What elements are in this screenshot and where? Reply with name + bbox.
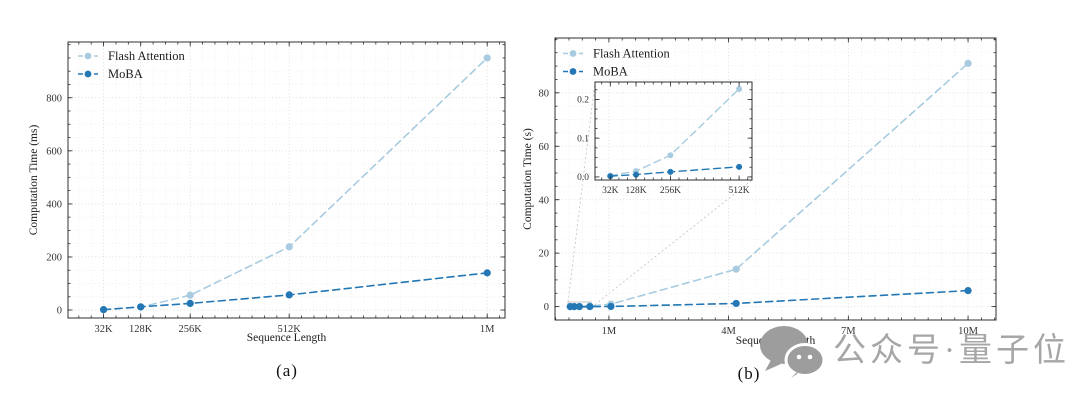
chart-b: 1M 4M 7M 10M 0 20 40 60 80 Sequence Length Computa…: [522, 37, 997, 347]
chart-b-inset-xtick-label: 32K: [602, 186, 619, 196]
chart-b-spines: [554, 37, 997, 321]
chart-a-ytick-label: 0: [57, 306, 62, 317]
chart-b-series-moba-point: [607, 302, 615, 311]
chart-b-inset: 32K 128K 256K 512K 0.0 0.1 0.2: [577, 81, 753, 196]
chart-a-xtick-label: 512K: [278, 324, 302, 335]
chart-a-ytick-label: 200: [46, 253, 62, 264]
chart-a-series-moba-point: [99, 306, 108, 314]
chart-a-series-flash-attention-line: [102, 57, 489, 311]
chart-b-inset-ytick-label: 0.1: [577, 134, 589, 144]
chart-b-xlabel: Sequence Length: [736, 335, 816, 347]
chart-b-grid: [555, 38, 996, 321]
chart-b-inset-xtick-label: 512K: [729, 186, 750, 196]
chart-a-ticks: [68, 42, 505, 318]
chart-a-legend-label-moba: MoBA: [108, 67, 143, 81]
caption-a: (a): [276, 361, 298, 380]
chart-b-inset-series-moba-line: [609, 166, 740, 177]
chart-a-series-moba-line: [102, 272, 489, 311]
chart-a-series-moba-point: [137, 303, 145, 311]
zoom-connector-line: [567, 81, 596, 303]
chart-a-ytick-label: 600: [46, 146, 62, 157]
chart-b-ytick-label: 60: [539, 142, 550, 153]
chart-b-ticks: [555, 38, 996, 321]
chart-a-series-flash-attention-point: [285, 243, 293, 251]
chart-a-series-flash-attention-point: [483, 54, 491, 62]
chart-b-series-flash-attention-point: [732, 265, 740, 273]
chart-b-xtick-label: 10M: [958, 326, 979, 337]
chart-a-grid: [68, 42, 505, 318]
chart-b-ylabel: Computation Time (s): [522, 128, 534, 230]
chart-b-legend-label-flash-attention: Flash Attention: [593, 47, 670, 61]
chart-b-xtick-label: 1M: [602, 326, 617, 337]
chart-a-spines: [67, 41, 506, 319]
chart-b-legend-marker-flash-attention: [569, 50, 577, 57]
chart-a-xtick-label: 256K: [179, 324, 203, 335]
chart-b-inset-series-flash-attention-point: [667, 152, 674, 159]
chart-b-inset-ytick-label: 0.0: [577, 173, 589, 183]
chart-b-legend-marker-moba: [569, 68, 577, 75]
chart-a-legend-marker-moba: [84, 70, 92, 78]
chart-a-ytick-label: 800: [46, 93, 62, 104]
chart-b-xtick-label: 7M: [841, 326, 856, 337]
chart-b-series-moba-point: [570, 303, 578, 311]
chart-b-series-flash-attention-point: [964, 59, 972, 67]
chart-b-series-moba-point: [732, 299, 740, 308]
chart-b-inset-xtick-label: 256K: [660, 186, 681, 196]
chart-a-legend-label-flash-attention: Flash Attention: [108, 49, 185, 63]
chart-b-inset-ytick-label: 0.2: [577, 96, 589, 106]
chart-a-legend-marker-flash-attention: [84, 52, 92, 60]
chart-a-series-moba-point: [186, 299, 194, 308]
chart-b-inset-xtick-label: 128K: [625, 186, 646, 196]
chart-b-xtick-label: 4M: [721, 326, 736, 337]
chart-b-ytick-label: 40: [539, 195, 550, 206]
chart-b-ytick-label: 80: [539, 88, 550, 99]
chart-b-legend-label-moba: MoBA: [593, 65, 628, 79]
chart-a-legend: Flash Attention MoBA: [78, 49, 185, 81]
chart-b-inset-series-moba-point: [633, 171, 640, 178]
chart-b-series-moba-point: [964, 286, 972, 295]
chart-b-inset-ticks: [595, 82, 752, 180]
chart-a-xtick-label: 1M: [480, 324, 495, 335]
caption-b: (b): [737, 364, 761, 383]
chart-b-series-moba-point: [586, 302, 594, 311]
chart-b-inset-spines: [594, 81, 753, 181]
chart-a-series-moba-point: [483, 269, 491, 277]
chart-b-inset-series-flash-attention-line: [609, 88, 740, 177]
chart-b-ytick-label: 20: [539, 249, 550, 260]
chart-a-xtick-label: 128K: [129, 324, 153, 335]
chart-a-xtick-label: 32K: [95, 324, 114, 335]
chart-a: 32K 128K 256K 512K 1M 0 200 400 600 800 Sequence L…: [28, 41, 506, 344]
chart-b-inset-series-moba-point: [667, 168, 674, 175]
chart-b-inset-series-moba-point: [736, 163, 743, 170]
chart-a-xlabel: Sequence Length: [247, 332, 327, 344]
chart-a-ytick-label: 400: [46, 199, 62, 210]
chart-b-legend: Flash Attention MoBA: [563, 47, 670, 79]
zoom-connector-line: [591, 179, 753, 308]
chart-b-inset-series-flash-attention-point: [736, 85, 743, 92]
chart-b-series-moba-point: [575, 303, 584, 311]
chart-b-series-flash-attention-line: [569, 62, 969, 308]
chart-a-ylabel: Computation Time (ms): [28, 125, 40, 236]
chart-a-series-flash-attention-point: [186, 291, 194, 299]
chart-a-series-moba-point: [285, 291, 293, 299]
chart-b-ytick-label: 0: [544, 302, 549, 313]
